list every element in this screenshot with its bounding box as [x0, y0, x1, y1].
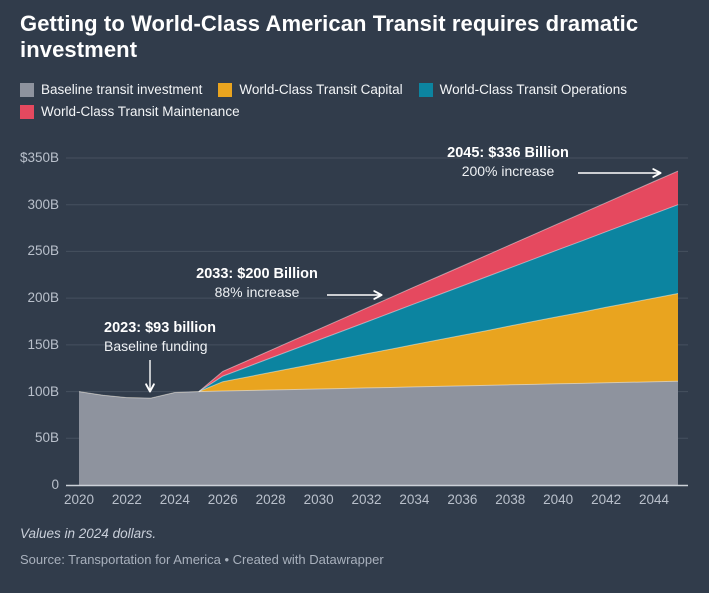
x-tick-label: 2044	[639, 492, 670, 507]
y-tick-label: 100B	[27, 383, 59, 399]
legend-item: World-Class Transit Maintenance	[20, 104, 240, 119]
annotation-note: Baseline funding	[104, 338, 208, 354]
x-tick-label: 2026	[207, 492, 238, 507]
y-tick-label: 150B	[27, 336, 59, 352]
annotation-value: 2033: $200 Billion	[196, 266, 318, 282]
area-world-class-transit-maintenance	[79, 171, 678, 485]
x-tick-label: 2036	[447, 492, 478, 507]
x-tick-label: 2020	[63, 492, 95, 507]
area-border	[198, 170, 679, 392]
legend: Baseline transit investment World-Class T…	[20, 82, 694, 119]
annotation-2045: 2045: $336 Billion 200% increase	[420, 145, 596, 180]
legend-swatch-icon	[418, 82, 433, 97]
x-tick-label: 2024	[159, 492, 190, 507]
chart-title: Getting to World-Class American Transit …	[20, 11, 639, 62]
annotation-value: 2045: $336 Billion	[447, 145, 569, 161]
y-tick-label: 200B	[27, 290, 59, 306]
y-tick-label: $350B	[19, 150, 59, 165]
x-tick-label: 2040	[543, 492, 574, 507]
y-tick-label: 300B	[27, 196, 59, 212]
legend-swatch-icon	[218, 82, 233, 97]
area-border	[198, 293, 679, 393]
chart-source: Source: Transportation for America • Cre…	[20, 552, 384, 567]
area-world-class-transit-operations	[79, 204, 678, 485]
legend-item: World-Class Transit Operations	[418, 82, 627, 97]
x-tick-label: 2030	[303, 492, 334, 507]
chart-note: Values in 2024 dollars.	[20, 526, 157, 541]
legend-label: Baseline transit investment	[41, 82, 203, 97]
legend-swatch-icon	[20, 82, 34, 97]
annotation-value: 2023: $93 billion	[104, 320, 217, 336]
annotation-2023: 2023: $93 billion Baseline funding	[104, 320, 274, 355]
area-border	[78, 380, 679, 399]
y-tick-label: 0	[51, 477, 59, 492]
x-tick-label: 2034	[399, 492, 430, 507]
annotation-note: 200% increase	[461, 163, 555, 179]
x-tick-label: 2022	[111, 492, 142, 507]
y-tick-label: 250B	[27, 243, 59, 259]
legend-label: World-Class Transit Maintenance	[41, 104, 240, 119]
area-world-class-transit-capital	[79, 293, 678, 485]
legend-label: World-Class Transit Operations	[439, 82, 627, 97]
y-tick-label: 50B	[34, 430, 59, 446]
x-tick-label: 2038	[495, 492, 526, 507]
legend-swatch-icon	[20, 104, 34, 119]
area-border	[198, 204, 679, 393]
x-tick-label: 2032	[351, 492, 382, 507]
legend-item: World-Class Transit Capital	[218, 82, 403, 97]
legend-item: Baseline transit investment	[20, 82, 202, 97]
area-baseline-transit-investment	[79, 381, 678, 485]
annotation-note: 88% increase	[214, 284, 300, 300]
annotation-2033: 2033: $200 Billion 88% increase	[169, 266, 345, 301]
legend-label: World-Class Transit Capital	[239, 82, 403, 97]
x-tick-label: 2042	[591, 492, 622, 507]
x-tick-label: 2028	[255, 492, 286, 507]
